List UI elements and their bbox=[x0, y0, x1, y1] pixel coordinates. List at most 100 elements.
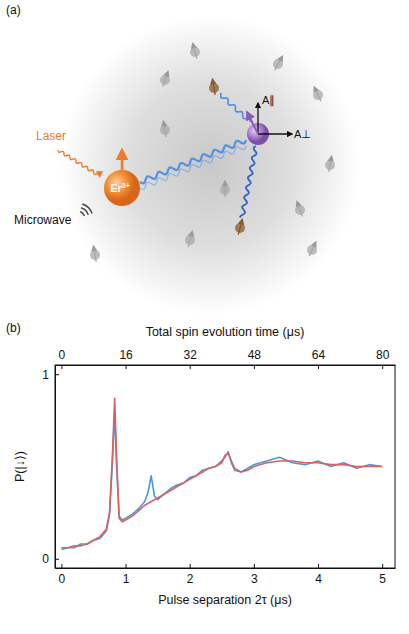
panel-a: A∥ A⊥ Er3+ Laser Microwave bbox=[14, 15, 360, 315]
ion-symbol: Er bbox=[110, 182, 122, 194]
y-axis: 01 bbox=[42, 366, 59, 569]
nuclear-spin-arrow bbox=[247, 112, 258, 134]
microwave-label: Microwave bbox=[14, 213, 72, 227]
bath-spin-arrow bbox=[314, 87, 321, 102]
tick-label: 4 bbox=[315, 572, 322, 586]
tick-mark bbox=[55, 374, 59, 375]
bath-spin bbox=[160, 121, 170, 137]
perp-axis bbox=[258, 133, 292, 134]
tick: 16 bbox=[119, 348, 133, 369]
plot-lines bbox=[61, 398, 382, 549]
tick-label: 1 bbox=[42, 368, 49, 382]
tick: 48 bbox=[248, 348, 262, 369]
interaction-wave bbox=[240, 146, 257, 218]
tick: 0 bbox=[59, 564, 66, 586]
coupled-spin bbox=[209, 79, 219, 95]
laser-label: Laser bbox=[36, 129, 66, 143]
tick-mark bbox=[190, 564, 191, 568]
interaction-wave bbox=[140, 146, 246, 189]
axis-line bbox=[56, 365, 396, 366]
bath-spin-arrow bbox=[163, 121, 166, 137]
tick-mark bbox=[55, 559, 59, 560]
perp-label: A⊥ bbox=[294, 128, 311, 140]
tick: 0 bbox=[59, 348, 66, 369]
tick: 1 bbox=[123, 564, 130, 586]
bath-spin bbox=[90, 246, 100, 262]
panel-label: (b) bbox=[6, 321, 21, 335]
tick-mark bbox=[126, 365, 127, 369]
x-axis-title: Pulse separation 2τ (μs) bbox=[158, 593, 292, 607]
interaction-wave bbox=[140, 140, 246, 183]
bath-spin bbox=[190, 43, 200, 58]
bath-spin-arrow bbox=[163, 72, 168, 87]
tick: 0 bbox=[42, 552, 59, 566]
parallel-axis bbox=[257, 103, 258, 134]
panel-b: 0123450163248648001Pulse separation 2τ (… bbox=[13, 325, 396, 607]
tick-mark bbox=[318, 365, 319, 369]
tick: 5 bbox=[379, 564, 386, 586]
tick-label: 2 bbox=[187, 572, 194, 586]
series-line bbox=[61, 398, 382, 547]
tick-mark bbox=[126, 564, 127, 568]
tick-mark bbox=[61, 365, 62, 369]
tick-mark bbox=[254, 365, 255, 369]
tick-mark bbox=[61, 564, 62, 568]
parallel-label: A∥ bbox=[262, 94, 275, 107]
bath-spin-arrow bbox=[309, 242, 316, 257]
interaction-wave bbox=[221, 93, 250, 122]
tick-mark bbox=[382, 564, 383, 568]
ion bbox=[104, 170, 140, 206]
axis-line bbox=[55, 366, 56, 569]
tick-label: 0 bbox=[42, 552, 49, 566]
tick-label: 0 bbox=[59, 348, 66, 362]
tick-label: 80 bbox=[376, 348, 390, 362]
coupled-spin-arrow bbox=[212, 79, 215, 95]
bath-spin-arrow bbox=[224, 181, 225, 197]
tick: 3 bbox=[251, 564, 258, 586]
ion-label: Er3+ bbox=[110, 182, 130, 194]
tick-label: 3 bbox=[251, 572, 258, 586]
tick: 2 bbox=[187, 564, 194, 586]
bath-spin bbox=[185, 231, 195, 246]
bath-spin bbox=[307, 242, 317, 257]
bath-spin bbox=[220, 181, 230, 197]
bath-spin bbox=[273, 56, 283, 70]
bath-spin-arrow bbox=[193, 43, 197, 58]
bath-spin-arrow bbox=[329, 156, 332, 172]
bath-spin bbox=[325, 156, 335, 172]
bath-spin bbox=[295, 202, 305, 217]
plot-frame bbox=[55, 365, 395, 568]
bath-spin-arrow bbox=[93, 246, 96, 262]
tick-label: 16 bbox=[119, 348, 133, 362]
coupled-spin-arrow bbox=[238, 219, 242, 234]
tick-mark bbox=[254, 564, 255, 568]
axis-line bbox=[56, 568, 396, 569]
tick: 64 bbox=[312, 348, 326, 369]
x2-axis: 0 16 32 48 64 80 bbox=[56, 348, 396, 369]
tick: 80 bbox=[376, 348, 390, 369]
tick: 4 bbox=[315, 564, 322, 586]
coupled-spin bbox=[235, 219, 245, 234]
bath-spin-arrow bbox=[188, 231, 192, 246]
microwave-icon bbox=[82, 203, 93, 214]
tick: 1 bbox=[42, 368, 59, 382]
bath-spin bbox=[160, 72, 170, 87]
bath-spin-arrow bbox=[297, 202, 302, 217]
microwave-icon bbox=[81, 207, 89, 215]
tick-label: 64 bbox=[312, 348, 326, 362]
tick: 32 bbox=[184, 348, 198, 369]
series-line bbox=[61, 411, 382, 549]
microwave-icon bbox=[80, 211, 85, 216]
tick-label: 0 bbox=[59, 572, 66, 586]
tick-label: 48 bbox=[248, 348, 262, 362]
tick-mark bbox=[190, 365, 191, 369]
tick-label: 32 bbox=[184, 348, 198, 362]
ion-charge: 3+ bbox=[122, 182, 130, 189]
tick-mark bbox=[318, 564, 319, 568]
bath-spin-arrow bbox=[275, 56, 283, 70]
bath-spin bbox=[313, 87, 323, 102]
figure: A∥A⊥Er3+LaserMicrowave(a)012345016324864… bbox=[0, 0, 409, 634]
laser-wave bbox=[58, 150, 100, 177]
x-axis: 0 1 2 3 4 5 bbox=[56, 564, 396, 586]
panel-label: (a) bbox=[6, 3, 21, 17]
